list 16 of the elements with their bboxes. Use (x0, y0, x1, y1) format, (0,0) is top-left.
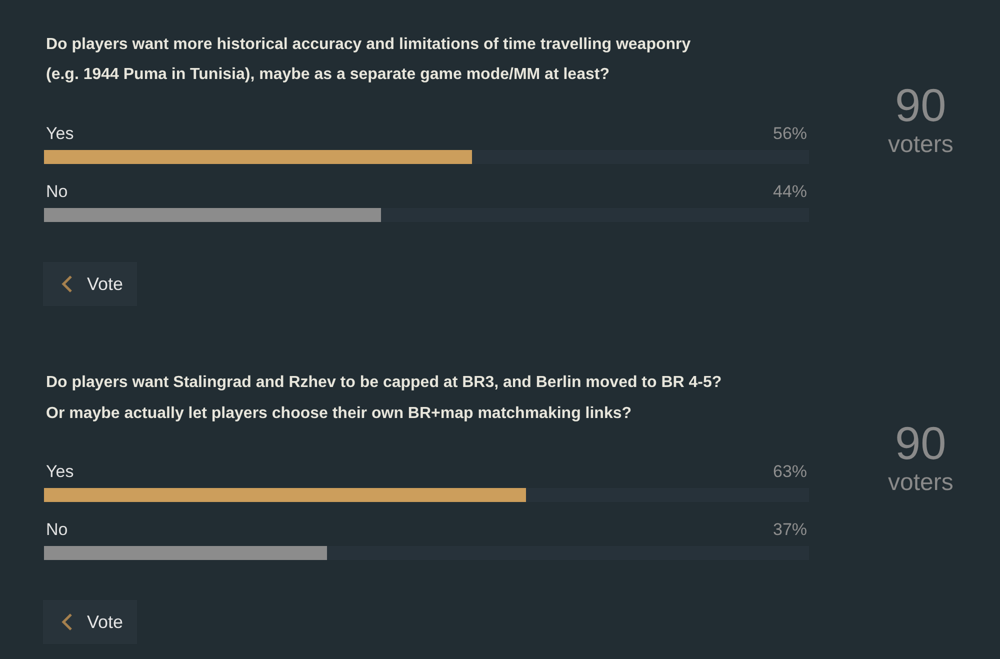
data-label: 37% (773, 520, 808, 539)
data-label: 44% (773, 182, 808, 201)
text: 90 (895, 79, 946, 131)
data-label: 56% (773, 124, 808, 143)
y-tick-label: No (46, 520, 68, 539)
y-tick-label: Yes (46, 462, 74, 481)
chart-title: Do players want Stalingrad and Rzhev to be capped at BR3, and Berlin moved to BR 4-5? Or maybe actually let players choose their own BR+map matchmaking links? (46, 374, 722, 422)
text: Vote (87, 612, 124, 632)
text: Vote (87, 274, 124, 294)
data-label: 63% (773, 462, 808, 481)
text: voters (888, 131, 954, 158)
y-tick-label: No (46, 182, 68, 201)
y-tick-label: Yes (46, 124, 74, 143)
chart-title: Do players want more historical accuracy and limitations of time travelling weaponry (e.g. 1944 Puma in Tunisia), maybe as a separate game mode/MM at least? (46, 36, 691, 83)
text: voters (888, 469, 954, 496)
text: 90 (895, 417, 946, 469)
